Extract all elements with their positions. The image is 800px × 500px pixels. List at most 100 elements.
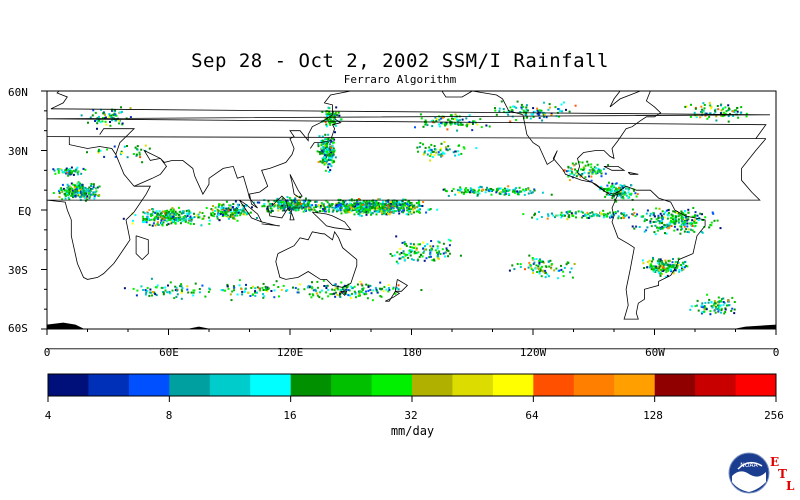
rain-pixel <box>436 257 439 260</box>
rain-pixel <box>665 209 668 212</box>
rain-pixel <box>593 169 596 172</box>
rain-pixel <box>180 288 183 291</box>
rain-pixel <box>665 232 668 235</box>
rain-pixel <box>728 107 730 110</box>
rain-pixel <box>413 247 416 249</box>
rain-pixel <box>58 190 61 193</box>
coastline-segment <box>239 199 263 223</box>
rain-pixel <box>444 251 447 254</box>
rain-pixel <box>580 168 583 171</box>
rain-pixel <box>354 205 357 208</box>
rain-pixel <box>727 304 730 307</box>
rain-pixel <box>407 209 410 212</box>
rain-pixel <box>456 118 459 121</box>
rain-pixel <box>324 121 327 123</box>
rain-pixel <box>538 117 541 119</box>
rain-pixel <box>614 189 617 192</box>
rain-pixel <box>336 293 339 296</box>
rain-pixel <box>696 214 699 217</box>
rain-pixel <box>668 259 671 262</box>
rain-pixel <box>336 287 339 290</box>
rain-pixel <box>180 212 183 215</box>
rain-pixel <box>294 201 297 204</box>
rain-pixel <box>256 201 259 204</box>
rain-pixel <box>722 301 725 303</box>
rain-pixel <box>645 212 648 215</box>
rain-pixel <box>349 297 352 300</box>
rain-pixel <box>405 244 408 247</box>
rain-pixel <box>323 144 326 147</box>
rain-pixel <box>444 122 447 125</box>
rain-pixel <box>68 170 71 173</box>
rain-pixel <box>174 214 177 217</box>
rain-pixel <box>703 310 706 313</box>
rain-pixel <box>667 263 670 266</box>
rain-pixel <box>491 190 493 192</box>
rain-pixel <box>740 106 743 109</box>
rain-pixel <box>366 210 369 213</box>
rain-pixel <box>176 214 179 217</box>
rain-pixel <box>307 201 310 204</box>
rain-pixel <box>671 261 674 264</box>
rain-pixel <box>484 191 487 194</box>
rain-pixel <box>123 287 126 290</box>
rain-pixel <box>64 195 67 197</box>
rain-pixel <box>203 215 206 218</box>
rain-pixel <box>588 175 590 178</box>
rain-pixel <box>397 288 400 291</box>
rain-pixel <box>151 212 154 215</box>
rain-pixel <box>726 304 728 307</box>
colorbar-swatch <box>614 374 656 396</box>
rain-pixel <box>523 190 526 193</box>
rain-pixel <box>604 187 607 190</box>
rain-pixel <box>664 267 667 270</box>
rain-pixel <box>660 214 663 217</box>
rain-pixel <box>304 200 307 203</box>
rain-pixel <box>543 101 545 104</box>
rain-pixel <box>92 109 95 112</box>
rain-pixel <box>119 111 121 114</box>
rain-pixel <box>525 104 528 107</box>
rain-pixel <box>451 117 453 120</box>
rain-pixel <box>681 266 684 269</box>
rain-pixel <box>437 151 440 154</box>
colorbar-label-16: 16 <box>283 409 297 422</box>
rain-pixel <box>232 285 235 288</box>
rain-pixel <box>674 218 677 221</box>
rain-pixel <box>360 283 363 286</box>
rain-pixel <box>614 212 617 215</box>
rain-pixel <box>354 202 356 205</box>
rain-pixel <box>233 289 235 292</box>
rain-pixel <box>327 138 330 141</box>
rain-pixel <box>714 110 717 113</box>
rain-pixel <box>428 256 431 259</box>
rain-pixel <box>331 210 334 213</box>
rain-pixel <box>480 186 483 189</box>
rain-pixel <box>185 209 188 212</box>
rain-pixel <box>74 170 77 172</box>
rain-pixel <box>334 131 336 134</box>
rain-pixel <box>84 192 86 195</box>
rain-pixel <box>591 211 594 214</box>
rain-pixel <box>581 216 583 219</box>
rain-pixel <box>144 218 146 221</box>
rain-pixel <box>408 203 411 206</box>
rain-pixel <box>376 207 379 210</box>
rain-pixel <box>663 224 666 227</box>
rain-pixel <box>411 246 414 249</box>
rain-pixel <box>611 190 614 192</box>
rain-pixel <box>321 139 324 142</box>
rain-pixel <box>353 290 356 293</box>
rain-pixel <box>387 284 390 286</box>
rain-pixel <box>650 260 653 263</box>
colorbar-swatch <box>250 374 292 396</box>
rain-pixel <box>299 202 302 205</box>
rain-pixel <box>69 171 71 174</box>
rain-pixel <box>687 216 690 218</box>
rain-pixel <box>659 212 662 215</box>
rain-pixel <box>189 211 192 214</box>
rain-pixel <box>324 138 327 141</box>
rain-pixel <box>525 108 528 111</box>
rain-pixel <box>149 291 152 294</box>
rain-pixel <box>389 253 392 255</box>
